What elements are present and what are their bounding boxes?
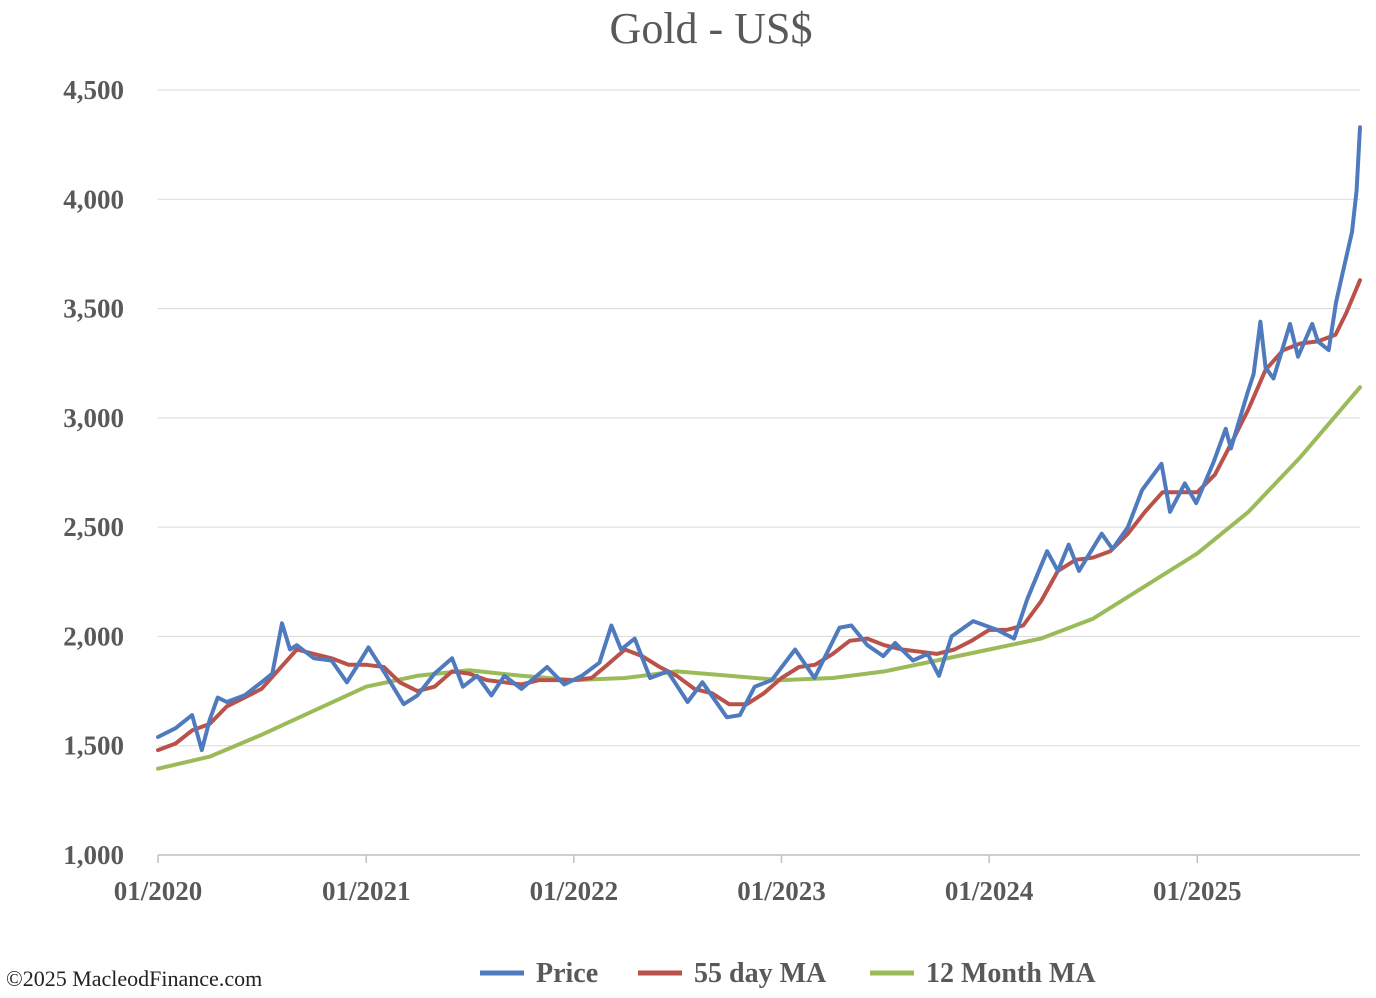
copyright-text: ©2025 MacleodFinance.com xyxy=(6,966,263,991)
x-tick-label: 01/2022 xyxy=(530,876,619,906)
series-lines xyxy=(156,125,1362,771)
y-tick-label: 2,500 xyxy=(63,512,124,542)
y-tick-label: 4,000 xyxy=(63,184,124,214)
chart-title: Gold - US$ xyxy=(610,4,813,53)
x-tick-label: 01/2020 xyxy=(114,876,203,906)
x-tick-label: 01/2021 xyxy=(322,876,411,906)
x-tick-label: 01/2024 xyxy=(945,876,1034,906)
legend-label: 12 Month MA xyxy=(926,958,1096,989)
y-axis: 1,000 1,500 2,000 2,500 3,000 3,500 4,000 4,500 xyxy=(63,75,124,870)
x-tick-label: 01/2025 xyxy=(1153,876,1242,906)
legend-label: 55 day MA xyxy=(694,958,827,989)
y-tick-label: 4,500 xyxy=(63,75,124,105)
y-tick-label: 2,000 xyxy=(63,621,124,651)
legend: Price 55 day MA 12 Month MA xyxy=(480,958,1096,989)
y-tick-label: 3,500 xyxy=(63,294,124,324)
gridlines xyxy=(158,89,1360,747)
x-tick-label: 01/2023 xyxy=(737,876,826,906)
series-line-12-month-ma xyxy=(156,385,1362,771)
y-tick-label: 1,000 xyxy=(63,840,124,870)
series-line-price xyxy=(156,125,1362,753)
x-axis: 01/2020 01/2021 01/2022 01/2023 01/2024 01/20… xyxy=(114,854,1360,906)
legend-label: Price xyxy=(536,958,598,989)
y-tick-label: 3,000 xyxy=(63,403,124,433)
y-tick-label: 1,500 xyxy=(63,731,124,761)
